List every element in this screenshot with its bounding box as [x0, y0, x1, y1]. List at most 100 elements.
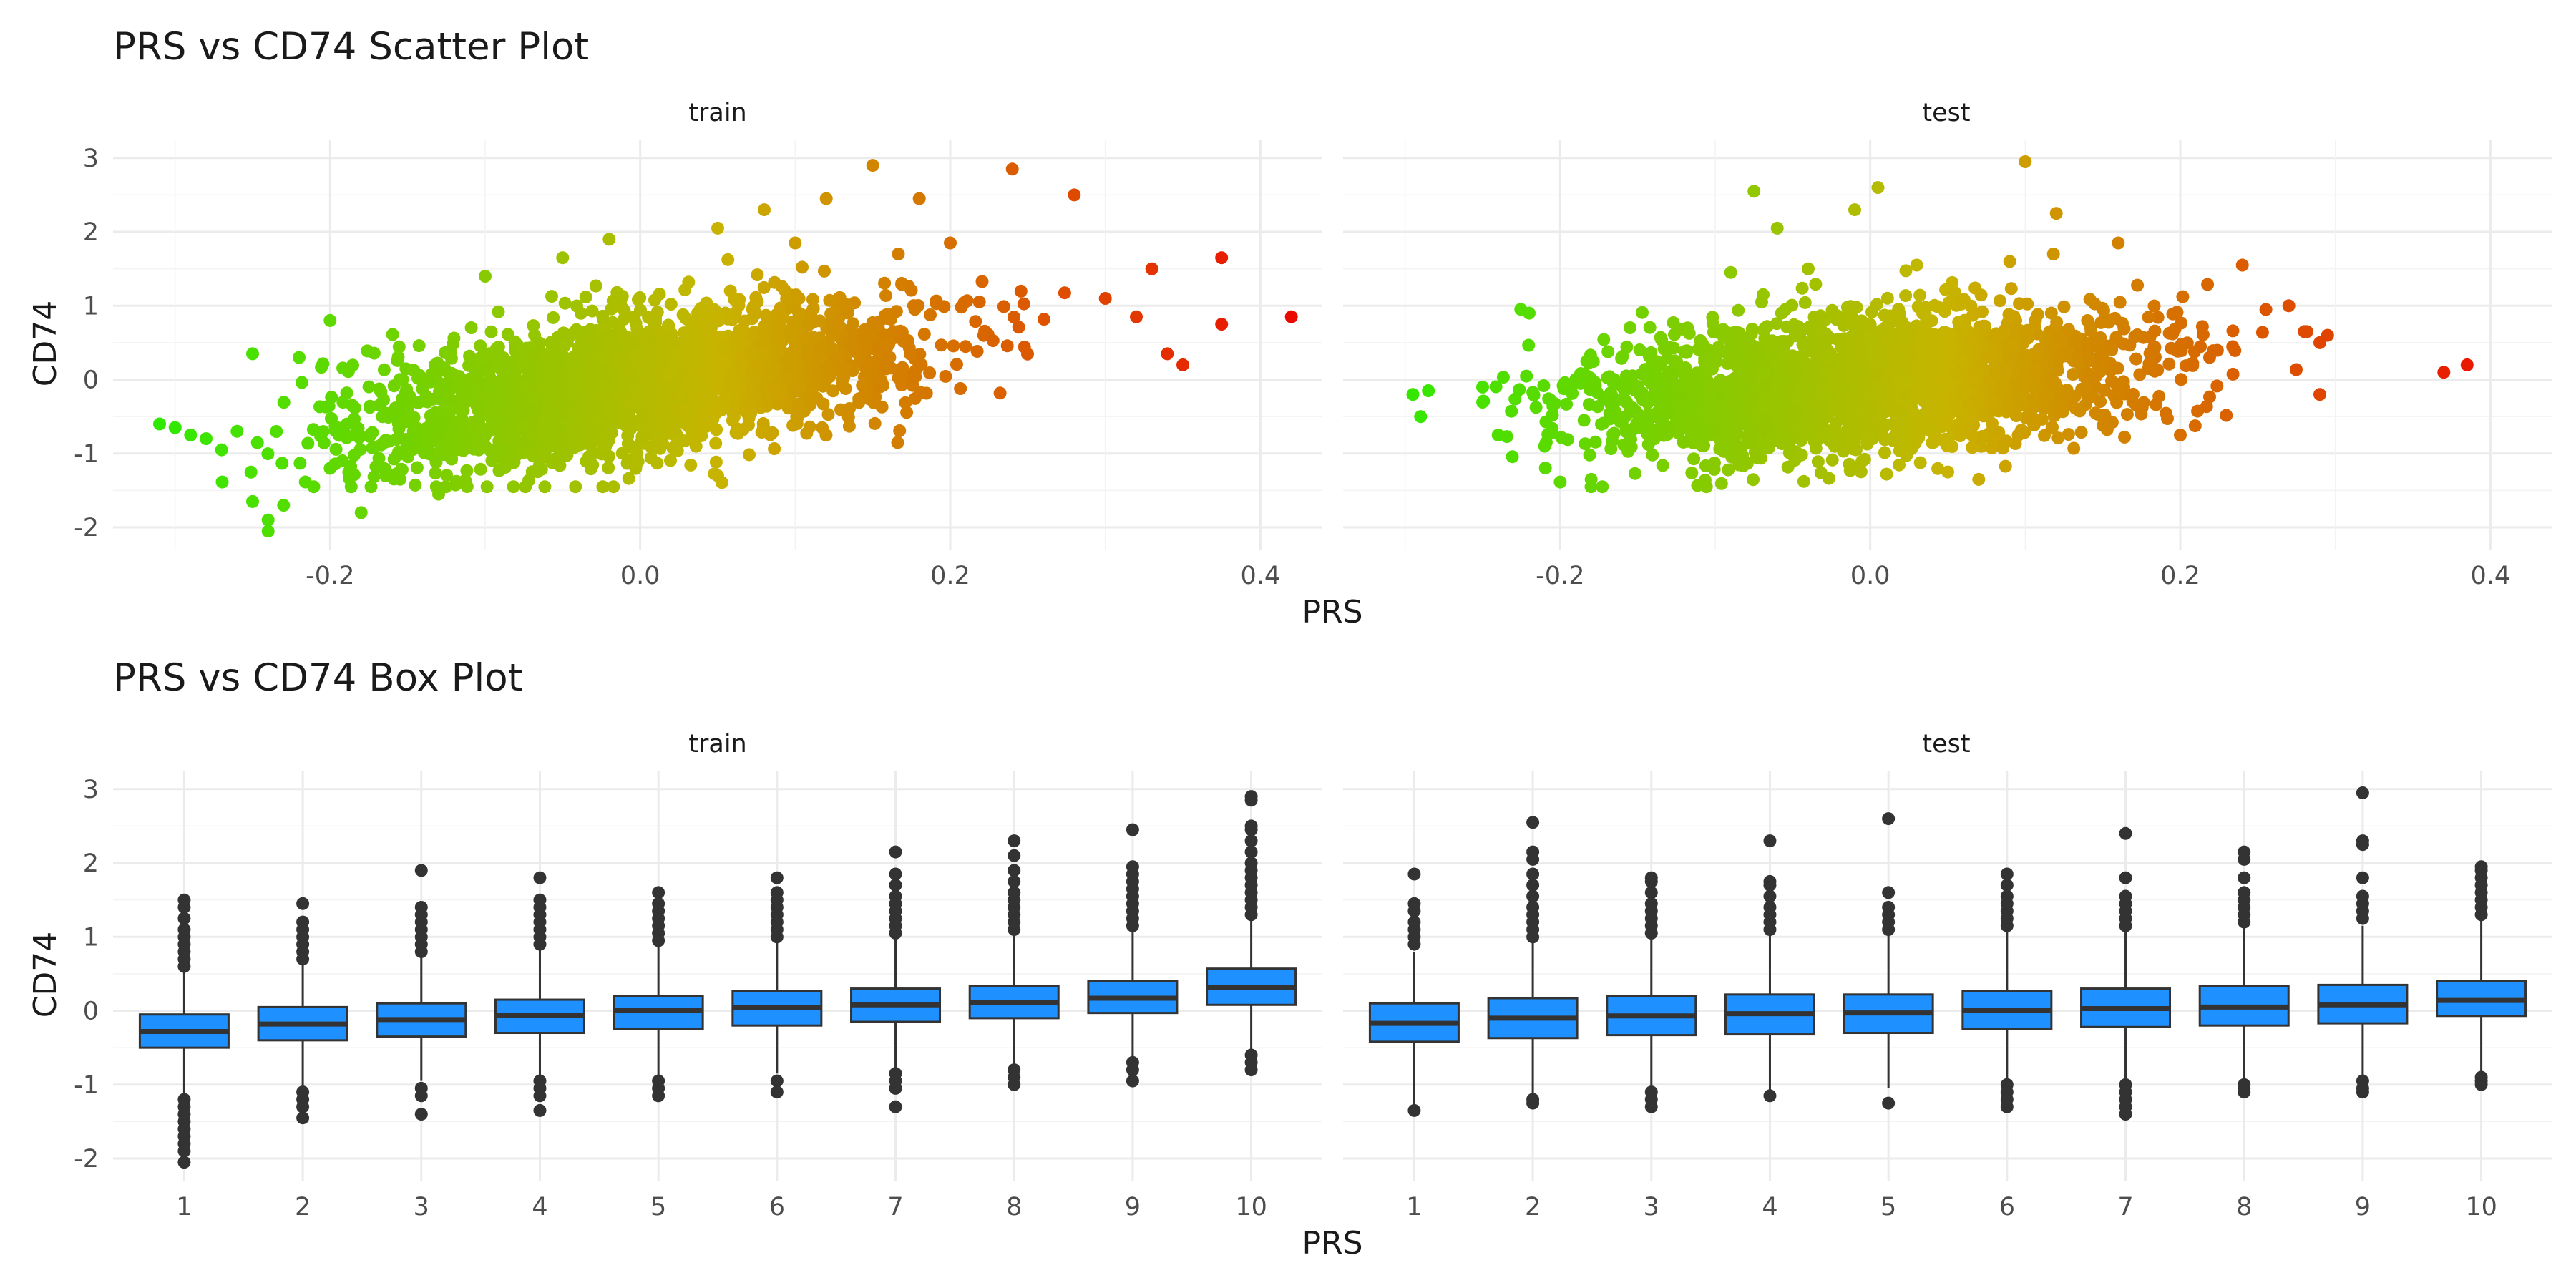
scatter-test-point	[1660, 428, 1674, 441]
scatter-test-point	[1513, 383, 1526, 396]
scatter-test-point	[1722, 463, 1735, 477]
scatter-train-point	[551, 381, 565, 394]
scatter-train-point	[631, 455, 645, 468]
scatter-test-point	[2129, 352, 2143, 366]
scatter-train-point	[432, 487, 445, 501]
scatter-test-point	[2290, 363, 2303, 376]
scatter-test-point	[1779, 303, 1792, 316]
scatter-train-point	[506, 380, 519, 393]
scatter-train-point	[317, 436, 331, 449]
scatter-train-point	[1161, 347, 1174, 361]
scatter-test-point	[1589, 435, 1602, 449]
scatter-train-point	[706, 329, 720, 342]
scatter-train-point	[391, 353, 404, 367]
scatter-test-point	[1607, 373, 1621, 386]
scatter-test-point	[1825, 303, 1839, 317]
scatter-test-point	[2020, 325, 2034, 338]
scatter-train-x-tick-label: 0.2	[930, 562, 970, 590]
scatter-test-point	[1946, 275, 1959, 289]
scatter-train-point	[567, 434, 581, 448]
scatter-train-point	[492, 305, 505, 318]
scatter-train-point	[709, 436, 723, 450]
scatter-train-point	[569, 480, 582, 494]
scatter-train-point	[1018, 340, 1031, 353]
scatter-train-point	[819, 429, 833, 442]
scatter-train-point	[595, 363, 609, 376]
scatter-train-point	[372, 452, 386, 465]
scatter-test-point	[1976, 319, 1990, 333]
scatter-train-point	[755, 426, 769, 439]
scatter-test-point	[1995, 381, 2009, 394]
scatter-train-point	[336, 396, 350, 409]
scatter-train-point	[306, 423, 320, 436]
scatter-train-point	[474, 351, 488, 364]
scatter-train-point	[519, 480, 532, 494]
scatter-test-point	[1802, 361, 1815, 375]
scatter-train-point	[806, 331, 820, 344]
scatter-train-point	[439, 377, 453, 391]
scatter-train-y-tick-label: -1	[74, 440, 99, 469]
scatter-train-point	[537, 423, 551, 436]
scatter-train-point	[1014, 284, 1028, 298]
scatter-train-point	[810, 367, 824, 381]
scatter-train-point	[527, 389, 540, 403]
scatter-test-point	[2175, 316, 2188, 330]
scatter-train-point	[904, 283, 918, 297]
scatter-train-point	[709, 305, 722, 318]
scatter-test-point	[1537, 379, 1551, 392]
scatter-test-point	[1899, 264, 1913, 278]
scatter-train-point	[823, 293, 836, 307]
scatter-test-point	[2067, 441, 2081, 455]
scatter-train-point	[664, 454, 677, 467]
box-facet-label-test: test	[1922, 730, 1970, 758]
scatter-train-point	[393, 373, 406, 386]
scatter-train-point	[547, 311, 560, 324]
scatter-train-point	[367, 346, 381, 360]
scatter-test-point	[2226, 367, 2240, 381]
scatter-train-point	[993, 386, 1007, 400]
scatter-test-point	[1846, 442, 1860, 456]
scatter-train-point	[474, 339, 487, 353]
scatter-train-point	[489, 351, 502, 365]
scatter-train-point	[452, 429, 466, 442]
scatter-train-point	[246, 494, 259, 508]
scatter-test-point	[2057, 300, 2071, 313]
scatter-test-x-tick-label: -0.2	[1536, 562, 1584, 590]
scatter-test-point	[1915, 424, 1928, 437]
scatter-train-point	[462, 358, 476, 372]
scatter-train-point	[955, 301, 968, 314]
scatter-test-point	[2226, 324, 2240, 338]
scatter-train-point	[1145, 262, 1158, 275]
scatter-test-point	[1747, 473, 1760, 487]
scatter-train-point	[721, 390, 735, 403]
scatter-train-point	[604, 342, 618, 356]
scatter-train-point	[434, 407, 447, 421]
scatter-train-point	[698, 412, 712, 426]
scatter-train-point	[878, 308, 892, 322]
scatter-test-x-tick-label: 0.0	[1850, 562, 1890, 590]
scatter-train-point	[587, 421, 600, 434]
scatter-train-point	[944, 236, 957, 250]
scatter-train-point	[336, 454, 349, 467]
scatter-train-point	[904, 347, 917, 361]
scatter-train-point	[577, 343, 590, 357]
scatter-train-point	[842, 419, 856, 433]
scatter-test-point	[1921, 326, 1935, 339]
scatter-train-point	[743, 448, 756, 462]
scatter-train-point	[768, 442, 781, 455]
scatter-test-point	[2120, 408, 2134, 421]
box-plot-title: PRS vs CD74 Box Plot	[113, 656, 522, 700]
scatter-train-point	[864, 356, 878, 369]
scatter-train-point	[879, 289, 892, 302]
scatter-train-point	[445, 403, 459, 416]
scatter-train-point	[550, 452, 563, 466]
scatter-test-point	[1966, 441, 1979, 454]
scatter-train-point	[711, 221, 724, 235]
scatter-train-point	[348, 468, 361, 482]
scatter-train-point	[517, 419, 530, 432]
scatter-test-point	[1759, 423, 1772, 436]
scatter-train-point	[975, 275, 989, 288]
scatter-test-point	[2142, 311, 2155, 324]
scatter-train-point	[630, 396, 644, 409]
scatter-train-point	[896, 361, 909, 374]
